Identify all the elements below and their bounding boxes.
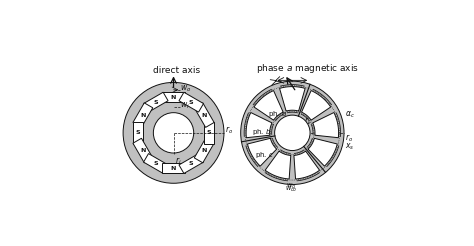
Circle shape <box>241 81 344 184</box>
Text: direct axis: direct axis <box>153 66 200 75</box>
Polygon shape <box>179 154 203 173</box>
Polygon shape <box>133 122 143 144</box>
Polygon shape <box>254 91 283 120</box>
Polygon shape <box>179 92 203 112</box>
Text: $r_i$: $r_i$ <box>304 115 311 127</box>
Text: S: S <box>189 161 193 166</box>
Polygon shape <box>133 103 153 127</box>
Text: N: N <box>171 166 176 171</box>
Text: S: S <box>154 161 158 166</box>
Text: S: S <box>136 130 140 135</box>
Text: N: N <box>171 95 176 100</box>
Text: N: N <box>201 148 207 153</box>
Text: ph. $b$: ph. $b$ <box>252 127 271 137</box>
Polygon shape <box>194 138 214 163</box>
Text: S: S <box>154 100 158 105</box>
Circle shape <box>274 115 310 151</box>
Text: $w_{co}$: $w_{co}$ <box>285 185 298 194</box>
Text: ph. $a$: ph. $a$ <box>267 109 287 119</box>
Polygon shape <box>313 112 338 138</box>
Polygon shape <box>294 151 319 179</box>
Polygon shape <box>204 122 214 144</box>
Polygon shape <box>133 138 153 163</box>
Text: S: S <box>189 100 193 105</box>
Text: N: N <box>140 148 146 153</box>
Polygon shape <box>162 92 185 102</box>
Polygon shape <box>144 154 168 173</box>
Polygon shape <box>301 91 331 120</box>
Text: phase $a$ magnetic axis: phase $a$ magnetic axis <box>255 62 359 75</box>
Circle shape <box>123 82 224 183</box>
Polygon shape <box>144 92 168 112</box>
Polygon shape <box>162 163 185 173</box>
Text: $w_o$: $w_o$ <box>180 84 191 94</box>
Polygon shape <box>308 138 337 166</box>
Circle shape <box>154 113 194 153</box>
Text: $r_i$: $r_i$ <box>175 155 182 167</box>
Polygon shape <box>247 138 277 166</box>
Text: $w_i$: $w_i$ <box>180 101 190 111</box>
Polygon shape <box>246 112 272 138</box>
Polygon shape <box>280 87 305 111</box>
Text: $x_s$: $x_s$ <box>345 141 355 152</box>
Text: ph. $c$: ph. $c$ <box>255 150 273 160</box>
Text: $\alpha_c$: $\alpha_c$ <box>345 109 355 120</box>
Text: N: N <box>140 113 146 118</box>
Text: $r_o$: $r_o$ <box>225 124 233 136</box>
Polygon shape <box>265 151 291 179</box>
Text: N: N <box>201 113 207 118</box>
Text: $w_{ci}$: $w_{ci}$ <box>286 182 297 191</box>
Polygon shape <box>194 103 214 127</box>
Text: $r_o$: $r_o$ <box>345 132 353 143</box>
Text: S: S <box>207 130 211 135</box>
